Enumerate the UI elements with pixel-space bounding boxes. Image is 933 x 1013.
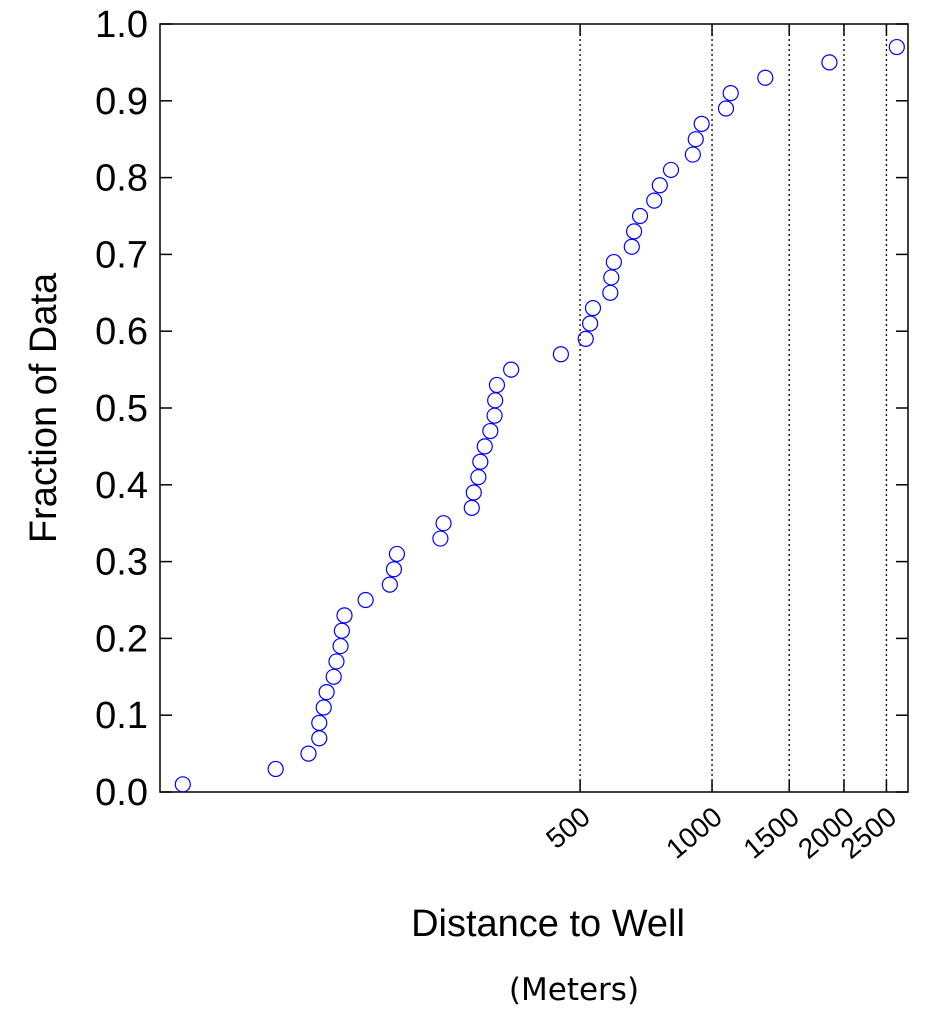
data-point bbox=[465, 484, 482, 501]
data-point bbox=[687, 131, 704, 148]
x-tick-label: 1500 bbox=[737, 801, 805, 865]
data-point bbox=[357, 591, 374, 609]
plot-frame bbox=[159, 23, 909, 793]
y-tick-label: 0.2 bbox=[95, 618, 148, 660]
data-point bbox=[722, 85, 739, 102]
data-point bbox=[488, 376, 506, 394]
data-point bbox=[300, 745, 317, 762]
x-tick-label: 500 bbox=[540, 801, 596, 855]
y-tick-label: 0.9 bbox=[95, 81, 148, 123]
y-tick-label: 0.6 bbox=[95, 311, 148, 353]
data-point bbox=[311, 730, 328, 747]
data-point bbox=[432, 530, 449, 547]
x-axis-title: Distance to Well bbox=[411, 903, 685, 945]
x-tick-label: 1000 bbox=[660, 801, 728, 865]
data-point bbox=[605, 253, 622, 271]
y-axis: 0.0 0.1 0.2 0.3 0.4 0.5 0.6 0.7 0.8 0.9 1.0 bbox=[95, 4, 908, 814]
data-point bbox=[487, 392, 504, 409]
data-point bbox=[315, 699, 332, 716]
data-point bbox=[328, 653, 345, 670]
y-tick-label: 0.8 bbox=[95, 158, 148, 200]
data-point bbox=[333, 622, 350, 639]
y-tick-label: 0.4 bbox=[95, 465, 148, 507]
data-point bbox=[888, 38, 905, 56]
data-point bbox=[757, 69, 774, 86]
data-point bbox=[332, 637, 349, 655]
data-point bbox=[472, 453, 489, 470]
data-point bbox=[486, 407, 503, 424]
data-points bbox=[174, 38, 905, 793]
data-point bbox=[623, 238, 640, 255]
data-point bbox=[503, 361, 520, 378]
y-tick-label: 0.0 bbox=[95, 772, 148, 814]
data-point bbox=[625, 223, 643, 240]
data-point bbox=[631, 207, 649, 225]
data-point bbox=[482, 422, 499, 440]
data-point bbox=[435, 515, 452, 532]
data-point bbox=[174, 776, 191, 793]
data-point bbox=[603, 269, 620, 286]
data-point bbox=[582, 315, 599, 332]
data-point bbox=[476, 438, 493, 455]
data-point bbox=[318, 684, 335, 701]
data-point bbox=[463, 499, 480, 516]
data-point bbox=[602, 284, 619, 301]
y-axis-title: Fraction of Data bbox=[23, 272, 65, 543]
data-point bbox=[267, 760, 284, 778]
data-point bbox=[381, 576, 398, 593]
reference-lines bbox=[579, 24, 888, 792]
data-point bbox=[717, 100, 735, 117]
data-point bbox=[311, 714, 328, 731]
data-point bbox=[552, 346, 569, 363]
data-point bbox=[336, 607, 353, 624]
y-tick-label: 0.5 bbox=[95, 388, 148, 430]
y-tick-label: 1.0 bbox=[95, 4, 148, 46]
data-point bbox=[470, 469, 487, 486]
data-point bbox=[684, 146, 701, 163]
y-tick-label: 0.1 bbox=[95, 695, 148, 737]
data-point bbox=[646, 192, 663, 209]
data-point bbox=[388, 545, 406, 563]
x-axis-unit: (Meters) bbox=[509, 972, 639, 1008]
data-point bbox=[577, 330, 594, 347]
y-tick-label: 0.3 bbox=[95, 542, 148, 584]
data-point bbox=[651, 177, 668, 194]
data-point bbox=[693, 115, 710, 132]
data-point bbox=[821, 54, 838, 71]
data-point bbox=[325, 668, 342, 685]
y-tick-label: 0.7 bbox=[95, 234, 148, 276]
data-point bbox=[662, 161, 680, 179]
data-point bbox=[385, 561, 403, 578]
data-point bbox=[584, 300, 602, 317]
